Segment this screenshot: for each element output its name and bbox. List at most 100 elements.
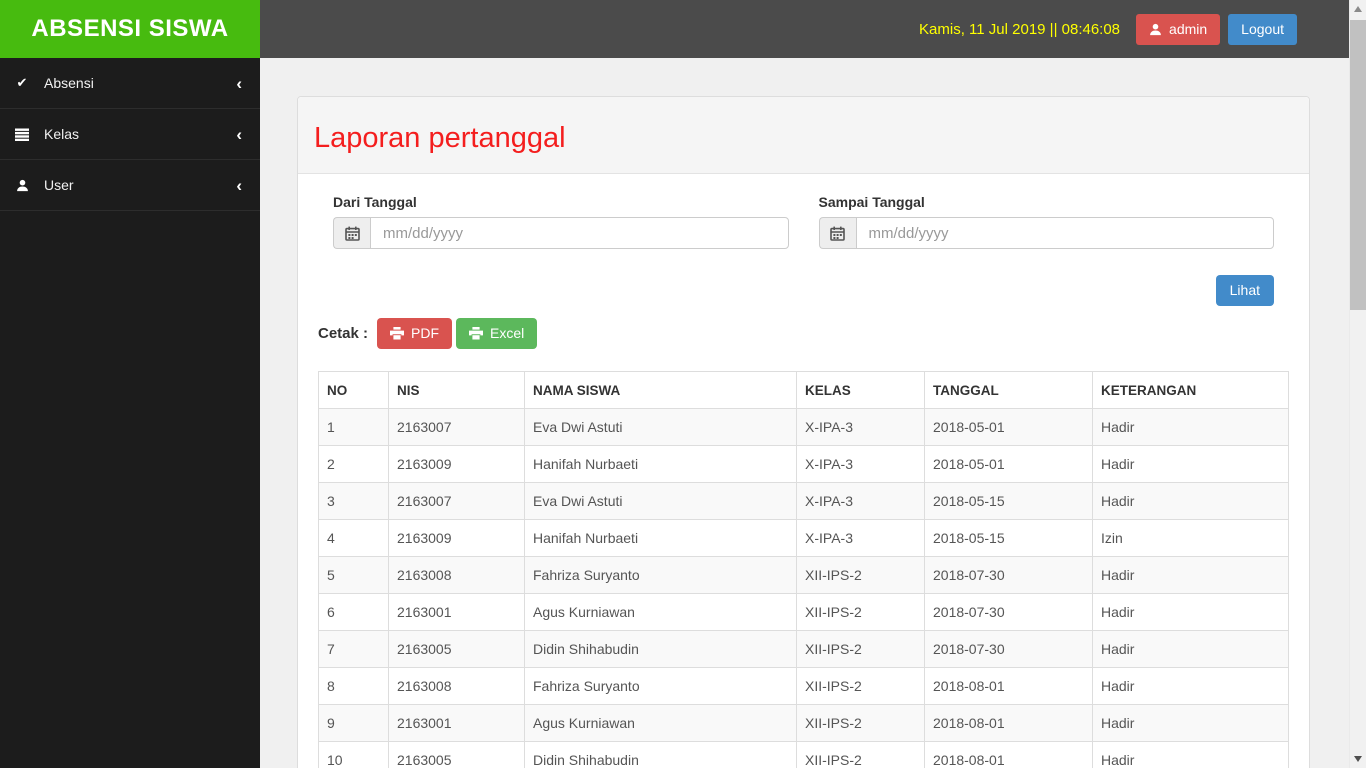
scroll-down-arrow-icon[interactable] — [1354, 756, 1362, 762]
table-cell: Didin Shihabudin — [524, 630, 797, 668]
from-date-label: Dari Tanggal — [333, 194, 417, 210]
table-row: 8 2163008 Fahriza Suryanto XII-IPS-2 2018-08… — [318, 667, 1289, 705]
table-cell: Hanifah Nurbaeti — [524, 519, 797, 557]
table-row: 2 2163009 Hanifah Nurbaeti X-IPA-3 2018-05-0… — [318, 445, 1289, 483]
print-excel-button[interactable]: Excel — [456, 318, 538, 349]
table-cell: Hadir — [1092, 408, 1289, 446]
table-cell: 9 — [318, 704, 389, 742]
printer-icon — [469, 327, 484, 340]
user-icon — [14, 179, 30, 192]
chevron-left-icon: ‹ — [236, 73, 242, 93]
sidebar-item-kelas[interactable]: Kelas ‹ — [0, 109, 260, 160]
sidebar-item-user[interactable]: User ‹ — [0, 160, 260, 211]
table-cell: 1 — [318, 408, 389, 446]
calendar-icon — [818, 217, 856, 249]
sidebar-item-label: User — [44, 177, 74, 193]
admin-button[interactable]: admin — [1136, 13, 1221, 45]
col-header-no: NO — [318, 371, 389, 409]
table-cell: XII-IPS-2 — [796, 704, 925, 742]
table-cell: Eva Dwi Astuti — [524, 482, 797, 520]
col-header-keterangan: KETERANGAN — [1092, 371, 1289, 409]
col-header-tanggal: TANGGAL — [924, 371, 1093, 409]
sidebar: ✔ Absensi ‹ Kelas ‹ User ‹ — [0, 58, 260, 768]
table-cell: XII-IPS-2 — [796, 630, 925, 668]
chevron-left-icon: ‹ — [236, 124, 242, 144]
table-row: 5 2163008 Fahriza Suryanto XII-IPS-2 2018-07… — [318, 556, 1289, 594]
sidebar-item-label: Absensi — [44, 75, 94, 91]
table-cell: 2163005 — [388, 741, 525, 768]
table-cell: 8 — [318, 667, 389, 705]
table-cell: Fahriza Suryanto — [524, 667, 797, 705]
col-header-kelas: KELAS — [796, 371, 925, 409]
table-cell: Eva Dwi Astuti — [524, 408, 797, 446]
table-row: 4 2163009 Hanifah Nurbaeti X-IPA-3 2018-05-1… — [318, 519, 1289, 557]
print-excel-label: Excel — [490, 325, 525, 341]
table-cell: XII-IPS-2 — [796, 593, 925, 631]
vertical-scrollbar — [1349, 0, 1366, 768]
lihat-button[interactable]: Lihat — [1215, 275, 1274, 306]
date-filter-form: Dari Tanggal Sampai Tanggal — [318, 194, 1289, 306]
table-cell: Hadir — [1092, 445, 1289, 483]
table-cell: X-IPA-3 — [796, 519, 925, 557]
table-cell: Agus Kurniawan — [524, 593, 797, 631]
table-cell: 2018-08-01 — [924, 741, 1093, 768]
table-cell: 2018-05-01 — [924, 445, 1093, 483]
top-navbar: Kamis, 11 Jul 2019 || 08:46:08 admin Log… — [260, 0, 1366, 58]
col-header-nama: NAMA SISWA — [524, 371, 797, 409]
table-row: 9 2163001 Agus Kurniawan XII-IPS-2 2018-08-0… — [318, 704, 1289, 742]
table-cell: Fahriza Suryanto — [524, 556, 797, 594]
table-cell: X-IPA-3 — [796, 482, 925, 520]
table-header-row: NO NIS NAMA SISWA KELAS TANGGAL KETERANG… — [318, 371, 1289, 409]
table-cell: 5 — [318, 556, 389, 594]
table-cell: 2018-05-15 — [924, 519, 1093, 557]
table-cell: 2163009 — [388, 519, 525, 557]
main-content: Laporan pertanggal Dari Tanggal — [260, 58, 1366, 768]
table-cell: Hadir — [1092, 556, 1289, 594]
to-date-label: Sampai Tanggal — [818, 194, 925, 210]
table-cell: X-IPA-3 — [796, 445, 925, 483]
table-cell: 2163008 — [388, 667, 525, 705]
print-pdf-button[interactable]: PDF — [377, 318, 453, 349]
from-date-input[interactable] — [370, 217, 789, 249]
table-cell: 2163001 — [388, 704, 525, 742]
scroll-up-arrow-icon[interactable] — [1354, 6, 1362, 12]
table-cell: Hadir — [1092, 630, 1289, 668]
list-icon — [14, 128, 30, 141]
page-title: Laporan pertanggal — [314, 122, 566, 154]
table-cell: Hadir — [1092, 482, 1289, 520]
datetime-display: Kamis, 11 Jul 2019 || 08:46:08 — [919, 20, 1121, 38]
table-cell: 4 — [318, 519, 389, 557]
table-cell: Agus Kurniawan — [524, 704, 797, 742]
to-date-input[interactable] — [855, 217, 1274, 249]
table-cell: Hadir — [1092, 741, 1289, 768]
table-cell: 2 — [318, 445, 389, 483]
table-cell: 2018-07-30 — [924, 556, 1093, 594]
sidebar-item-absensi[interactable]: ✔ Absensi ‹ — [0, 58, 260, 109]
table-row: 6 2163001 Agus Kurniawan XII-IPS-2 2018-07-3… — [318, 593, 1289, 631]
table-cell: 2018-08-01 — [924, 704, 1093, 742]
chevron-left-icon: ‹ — [236, 175, 242, 195]
table-cell: Hadir — [1092, 593, 1289, 631]
table-cell: 7 — [318, 630, 389, 668]
table-cell: Hadir — [1092, 704, 1289, 742]
logout-button[interactable]: Logout — [1228, 13, 1297, 45]
table-row: 7 2163005 Didin Shihabudin XII-IPS-2 2018-07… — [318, 630, 1289, 668]
table-cell: 2163007 — [388, 408, 525, 446]
table-row: 10 2163005 Didin Shihabudin XII-IPS-2 2018-0… — [318, 741, 1289, 768]
table-cell: 10 — [318, 741, 389, 768]
brand-logo[interactable]: ABSENSI SISWA — [0, 0, 260, 58]
table-cell: 2018-05-01 — [924, 408, 1093, 446]
table-cell: Izin — [1092, 519, 1289, 557]
report-table-body: 1 2163007 Eva Dwi Astuti X-IPA-3 2018-05-01 H… — [318, 408, 1289, 768]
table-row: 1 2163007 Eva Dwi Astuti X-IPA-3 2018-05-01 H… — [318, 408, 1289, 446]
table-cell: 2163008 — [388, 556, 525, 594]
print-pdf-label: PDF — [411, 325, 440, 341]
table-cell: Hadir — [1092, 667, 1289, 705]
print-label: Cetak : — [318, 325, 369, 342]
scrollbar-thumb[interactable] — [1350, 20, 1366, 310]
table-cell: 3 — [318, 482, 389, 520]
panel-body: Dari Tanggal Sampai Tanggal — [298, 174, 1309, 768]
table-cell: 2163009 — [388, 445, 525, 483]
panel-heading: Laporan pertanggal — [298, 97, 1309, 174]
